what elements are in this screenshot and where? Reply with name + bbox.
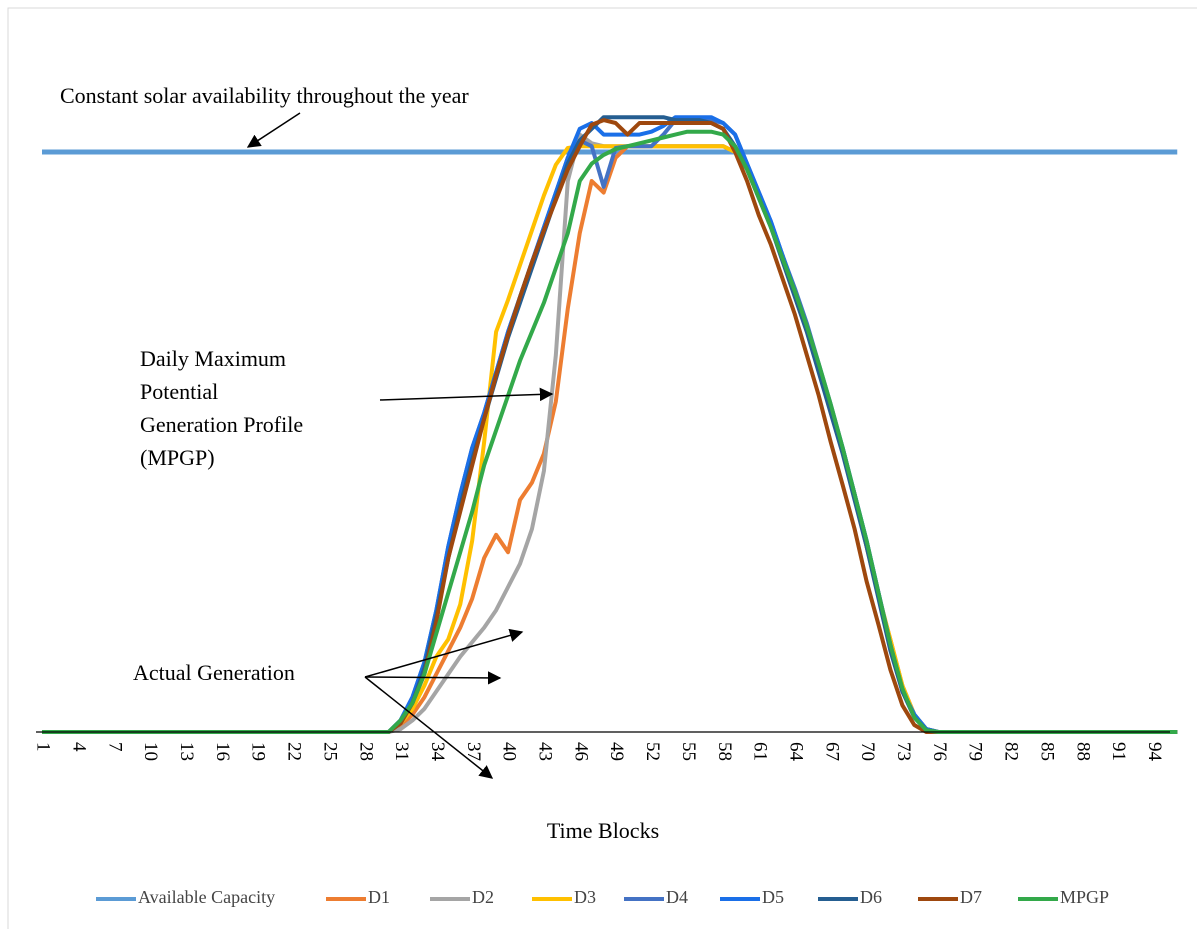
- x-tick-label: 7: [104, 742, 125, 752]
- x-tick-label: 22: [284, 742, 305, 761]
- x-tick-label: 79: [965, 742, 986, 761]
- legend-label: D5: [762, 887, 784, 907]
- x-tick-label: 40: [499, 742, 520, 761]
- annotation: Generation Profile: [140, 412, 303, 437]
- x-tick-label: 94: [1144, 742, 1165, 762]
- x-tick-label: 76: [929, 742, 950, 761]
- annotation-arrow: [364, 628, 524, 678]
- annotation-arrow: [379, 387, 554, 402]
- x-tick-label: 16: [212, 742, 233, 761]
- x-tick-label: 25: [319, 742, 340, 761]
- x-tick-label: 37: [463, 742, 484, 761]
- annotation: (MPGP): [140, 445, 215, 470]
- x-tick-label: 91: [1108, 742, 1129, 761]
- legend-label: D6: [860, 887, 882, 907]
- x-tick-label: 1: [33, 742, 54, 752]
- x-tick-label: 58: [714, 742, 735, 761]
- annotation: Daily Maximum: [140, 346, 286, 371]
- annotation: Actual Generation: [133, 660, 295, 685]
- annotation: Potential: [140, 379, 218, 404]
- x-tick-label: 82: [1001, 742, 1022, 761]
- legend-label: Available Capacity: [138, 887, 275, 907]
- x-tick-label: 4: [68, 742, 89, 752]
- legend: Available Capacity D1 D2 D3 D4 D5 D6 D7 MPGP: [96, 887, 1109, 907]
- x-tick-label: 67: [821, 742, 842, 761]
- x-tick-label: 34: [427, 742, 448, 762]
- x-tick-label: 70: [857, 742, 878, 761]
- annotation-arrow: [364, 671, 502, 685]
- x-tick-label: 61: [750, 742, 771, 761]
- x-tick-label: 85: [1036, 742, 1057, 761]
- annotation-arrow: [246, 112, 301, 148]
- chart-border: [7, 7, 1197, 929]
- legend-label: D1: [368, 887, 390, 907]
- annotation-arrow: [364, 676, 494, 779]
- series-line: [42, 144, 1178, 734]
- x-tick-label: 64: [785, 742, 806, 762]
- x-tick-label: 19: [248, 742, 269, 761]
- x-tick-label: 49: [606, 742, 627, 761]
- x-tick-label: 31: [391, 742, 412, 761]
- x-tick-label: 55: [678, 742, 699, 761]
- x-axis-label: Time Blocks: [547, 818, 659, 843]
- legend-label: D2: [472, 887, 494, 907]
- x-tick-label: 10: [140, 742, 161, 761]
- x-tick-label: 73: [893, 742, 914, 761]
- x-tick-label: 46: [570, 742, 591, 761]
- legend-label: D3: [574, 887, 596, 907]
- x-tick-label: 28: [355, 742, 376, 761]
- legend-label: MPGP: [1060, 887, 1109, 907]
- annotation: Constant solar availability throughout t…: [60, 83, 469, 108]
- legend-label: D7: [960, 887, 982, 907]
- x-tick-label: 88: [1072, 742, 1093, 761]
- x-tick-label: 52: [642, 742, 663, 761]
- x-tick-label: 43: [535, 742, 556, 761]
- x-tick-label: 13: [176, 742, 197, 761]
- legend-label: D4: [666, 887, 688, 907]
- x-ticks: 1 4 7 10 13 16 19 22 25 28 31 34 37 40 43 46 49 52 55 58 61 6…: [33, 742, 1165, 762]
- series-line: [42, 144, 1178, 734]
